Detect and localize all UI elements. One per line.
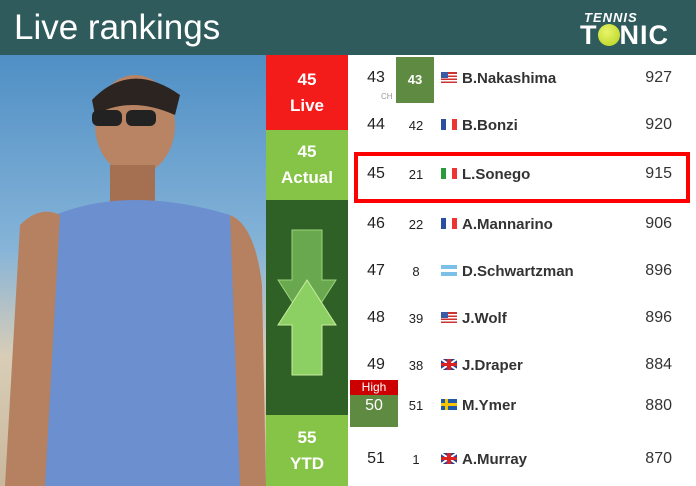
sweden-flag-icon <box>441 399 457 410</box>
rankings-list: 43 CH 43 B.Nakashima 927 44 42 B.Bonzi 920… <box>348 55 696 483</box>
page-title: Live rankings <box>14 8 221 47</box>
ranking-row-highlighted: 45 21 L.Sonego 915 <box>367 165 672 183</box>
uk-flag-icon <box>441 453 457 464</box>
ranking-row: 46 22 A.Mannarino 906 <box>367 215 672 233</box>
live-rank-box: 45 Live <box>266 55 348 130</box>
usa-flag-icon <box>441 312 457 323</box>
ranking-row: 51 1 A.Murray 870 <box>367 450 672 468</box>
italy-flag-icon <box>441 168 457 179</box>
header: Live rankings TENNIS T NIC <box>0 0 696 55</box>
actual-rank-box: 45 Actual <box>266 130 348 200</box>
ranking-row: 49 38 J.Draper 884 <box>367 356 672 374</box>
ranking-row: 44 42 B.Bonzi 920 <box>367 116 672 134</box>
ranking-row: 47 8 D.Schwartzman 896 <box>367 262 672 280</box>
usa-flag-icon <box>441 72 457 83</box>
trend-box <box>266 200 348 415</box>
highlight-frame <box>354 152 690 203</box>
ranking-row: 48 39 J.Wolf 896 <box>367 309 672 327</box>
player-photo <box>0 55 266 486</box>
france-flag-icon <box>441 218 457 229</box>
up-down-arrows-icon <box>277 229 337 376</box>
uk-flag-icon <box>441 359 457 370</box>
ranking-row: 43 CH 43 B.Nakashima 927 <box>348 55 696 103</box>
ytd-rank-box: 55 YTD <box>266 415 348 486</box>
france-flag-icon <box>441 119 457 130</box>
career-high-badge: 43 <box>396 57 434 103</box>
tennis-ball-icon <box>597 24 620 46</box>
argentina-flag-icon <box>441 265 457 276</box>
high-badge: High <box>350 380 398 395</box>
ranking-row: High 50 51 M.Ymer 880 <box>348 380 696 436</box>
